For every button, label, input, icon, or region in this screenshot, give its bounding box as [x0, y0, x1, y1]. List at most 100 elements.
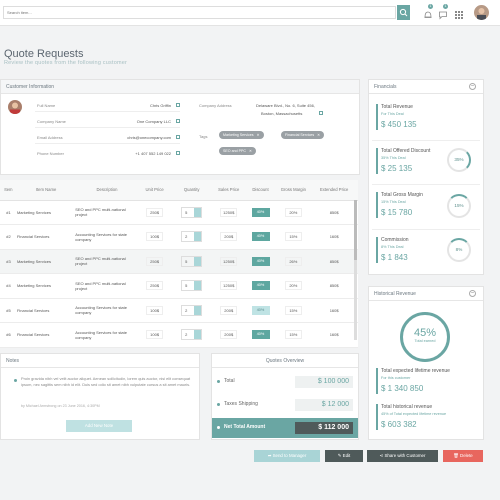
discount-badge[interactable]: 40%	[244, 322, 277, 348]
send-to-manager-button[interactable]: ➦ Send to Manager	[254, 450, 320, 462]
gross-margin: 15%	[276, 298, 311, 323]
discount-badge[interactable]: 40%	[244, 249, 277, 274]
quote-items-table: Item Item Name Description Unit Price Qu…	[0, 180, 358, 348]
column-header[interactable]: Item	[0, 180, 17, 201]
column-header[interactable]: Unit Price	[138, 180, 171, 201]
column-header[interactable]: Discount	[244, 180, 277, 201]
bullet-icon	[14, 379, 17, 382]
note-text: Proin gravida nibh vel velit auctor aliq…	[21, 376, 191, 387]
search-icon	[399, 8, 408, 17]
historical-revenue-panel: Historical Revenue –	[368, 286, 484, 440]
search-input[interactable]	[3, 6, 396, 19]
chat-icon[interactable]	[438, 7, 448, 20]
column-header[interactable]: Quantity	[170, 180, 213, 201]
collapse-icon[interactable]: –	[469, 83, 476, 90]
item-number: #4	[0, 273, 17, 299]
discount-badge[interactable]: 40%	[244, 298, 277, 323]
unit-price: 100$	[138, 322, 171, 348]
quantity-stepper[interactable]: 2	[170, 224, 213, 250]
gross-margin: 15%	[276, 322, 311, 348]
remove-tag-icon[interactable]: ✕	[248, 149, 252, 153]
add-note-button[interactable]: Add New Note	[66, 420, 132, 432]
item-name: Marketing Services	[16, 273, 76, 299]
customer-info-header: Customer Information	[1, 80, 359, 94]
sales-price: 200$	[212, 298, 245, 323]
discount-badge[interactable]: 40%	[244, 273, 277, 299]
edit-icon[interactable]	[176, 119, 180, 123]
table-row[interactable]: #6 Financial Services Accounting Services …	[0, 322, 358, 348]
table-row[interactable]: #1 Marketing Services SEO and PPC multi-na…	[0, 200, 358, 225]
tag-chip[interactable]: SEO and PPC ✕	[219, 147, 256, 155]
address-label: Company Address	[199, 103, 232, 108]
page-subtitle: Review the quotes from the following cus…	[4, 60, 128, 66]
edit-icon[interactable]	[176, 135, 180, 139]
edit-icon[interactable]	[176, 103, 180, 107]
remove-tag-icon[interactable]: ✕	[317, 133, 321, 137]
edit-icon[interactable]	[176, 151, 180, 155]
margin-progress-ring: 15%	[447, 194, 471, 218]
column-header[interactable]: Item Name	[16, 180, 76, 201]
customer-info-panel: Customer Information Full Name Chris Gri…	[0, 79, 360, 175]
page-title: Quote Requests	[4, 48, 84, 60]
edit-icon[interactable]	[319, 111, 323, 115]
extended-price: 160$	[310, 322, 358, 348]
top-bar: 1 1	[0, 0, 500, 26]
item-name: Financial Services	[16, 322, 76, 348]
message-badge: 1	[443, 4, 448, 9]
column-header[interactable]: Extended Price	[310, 180, 358, 201]
notes-header: Notes	[1, 354, 199, 368]
collapse-icon[interactable]: –	[469, 290, 476, 297]
full-name-label: Full Name	[37, 103, 56, 108]
quantity-stepper[interactable]: 2	[170, 298, 213, 323]
column-header[interactable]: Description	[75, 180, 139, 201]
sales-price: 200$	[212, 224, 245, 250]
pencil-icon: ✎	[337, 453, 343, 458]
gross-margin: 20%	[276, 200, 311, 225]
item-number: #6	[0, 322, 17, 348]
item-description: Accounting Services for state company	[75, 224, 139, 250]
item-number: #3	[0, 249, 17, 274]
unit-price: 250$	[138, 273, 171, 299]
email-value: chris@onecompany.com	[127, 135, 171, 140]
column-header[interactable]: Gross Margin	[276, 180, 311, 201]
bell-icon[interactable]	[423, 7, 433, 18]
quantity-stepper[interactable]: 5	[170, 249, 213, 274]
table-row[interactable]: #3 Marketing Services SEO and PPC multi-na…	[0, 249, 358, 274]
table-row[interactable]: #2 Financial Services Accounting Services …	[0, 224, 358, 250]
note-meta: by Michael Armstrong on 23 June 2016, 4:…	[21, 404, 100, 408]
item-description: Accounting Services for state company	[75, 322, 139, 348]
tag-chip[interactable]: Financial Services ✕	[281, 131, 325, 139]
discount-badge[interactable]: 40%	[244, 200, 277, 225]
item-name: Marketing Services	[16, 200, 76, 225]
tags-label: Tags	[199, 134, 208, 139]
quantity-stepper[interactable]: 5	[170, 200, 213, 225]
item-description: Accounting Services for state company	[75, 298, 139, 323]
delete-button[interactable]: 🗑 Delete	[443, 450, 483, 462]
search-button[interactable]	[397, 5, 410, 20]
extended-price: 160$	[310, 224, 358, 250]
discount-progress-ring: 35%	[447, 148, 471, 172]
discount-badge[interactable]: 40%	[244, 224, 277, 250]
quantity-stepper[interactable]: 2	[170, 322, 213, 348]
email-label: Email Address	[37, 135, 63, 140]
table-row[interactable]: #5 Financial Services Accounting Services …	[0, 298, 358, 323]
notes-panel: Notes Proin gravida nibh vel velit aucto…	[0, 353, 200, 440]
remove-tag-icon[interactable]: ✕	[256, 133, 260, 137]
overview-total-row: Total $ 100 000	[212, 372, 358, 392]
overview-header: Quotes Overview	[212, 354, 358, 368]
user-avatar[interactable]	[474, 5, 489, 20]
edit-button[interactable]: ✎ Edit	[325, 450, 363, 462]
apps-grid-icon[interactable]	[454, 7, 464, 19]
table-row[interactable]: #4 Marketing Services SEO and PPC multi-na…	[0, 273, 358, 299]
tag-chip[interactable]: Marketing Services ✕	[219, 131, 264, 139]
extended-price: 850$	[310, 200, 358, 225]
overview-net-row: Net Total Amount $ 112 000	[212, 418, 358, 438]
column-header[interactable]: Sales Price	[212, 180, 245, 201]
item-description: SEO and PPC multi-national project	[75, 249, 139, 274]
share-icon: ⋖	[379, 453, 385, 458]
table-scrollbar[interactable]	[354, 200, 357, 340]
share-with-customer-button[interactable]: ⋖ Share with Customer	[367, 450, 438, 462]
sales-price: 1250$	[212, 249, 245, 274]
quantity-stepper[interactable]: 5	[170, 273, 213, 299]
item-description: SEO and PPC multi-national project	[75, 200, 139, 225]
